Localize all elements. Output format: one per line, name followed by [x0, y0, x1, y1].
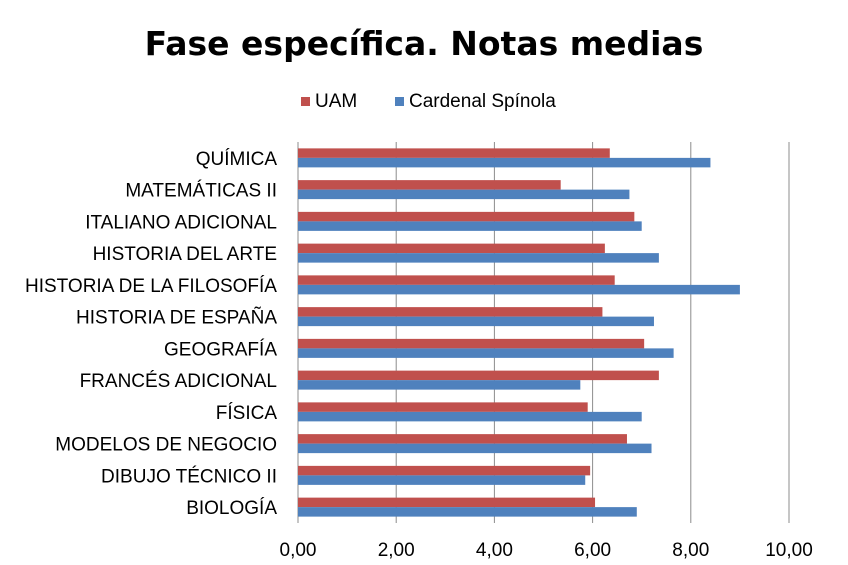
bar-cardenal-spinola [298, 507, 637, 517]
bar-cardenal-spinola [298, 253, 659, 263]
bar-uam [298, 338, 645, 349]
chart-title: Fase específica. Notas medias [145, 24, 704, 63]
legend: UAM Cardenal Spínola [301, 91, 556, 112]
category-label: MODELOS DE NEGOCIO [55, 435, 277, 456]
x-tick-label: 4,00 [476, 540, 513, 561]
bar-cardenal-spinola [298, 157, 711, 168]
category-label: BIOLOGÍA [186, 498, 277, 519]
category-label: FÍSICA [216, 403, 278, 424]
bar-uam [298, 148, 610, 158]
bar-cardenal-spinola [298, 189, 630, 200]
bar-cardenal-spinola [298, 348, 674, 358]
bar-uam [298, 402, 588, 412]
bar-uam [298, 211, 635, 222]
category-label: FRANCÉS ADICIONAL [80, 371, 277, 392]
bar-uam [298, 180, 561, 190]
legend-swatch [301, 97, 310, 106]
bar-uam [298, 465, 591, 476]
bar-cardenal-spinola [298, 316, 654, 327]
x-tick-label: 6,00 [574, 540, 611, 561]
category-label: MATEMÁTICAS II [125, 181, 277, 202]
bar-cardenal-spinola [298, 221, 642, 231]
bars [298, 148, 740, 517]
category-label: ITALIANO ADICIONAL [85, 212, 277, 233]
bar-uam [298, 497, 596, 508]
x-tick-label: 10,00 [765, 540, 813, 561]
bar-uam [298, 243, 605, 254]
bar-uam [298, 275, 615, 285]
category-label: GEOGRAFÍA [164, 339, 277, 360]
x-tick-labels: 0,00 2,00 4,00 6,00 8,00 10,00 [280, 540, 813, 561]
category-label: QUÍMICA [196, 149, 278, 170]
x-tick-label: 2,00 [378, 540, 415, 561]
bar-uam [298, 434, 627, 444]
bar-cardenal-spinola [298, 411, 642, 422]
legend-label: UAM [315, 91, 357, 112]
bar-cardenal-spinola [298, 284, 740, 295]
category-label: HISTORIA DE ESPAÑA [76, 307, 277, 329]
bar-cardenal-spinola [298, 475, 586, 485]
x-tick-label: 0,00 [280, 540, 317, 561]
category-label: HISTORIA DEL ARTE [93, 244, 277, 265]
bar-uam [298, 370, 659, 381]
bar-uam [298, 307, 603, 317]
gridlines [297, 142, 790, 523]
bar-cardenal-spinola [298, 380, 581, 390]
category-labels: QUÍMICA MATEMÁTICAS II ITALIANO ADICIONAL H… [25, 149, 277, 519]
category-label: HISTORIA DE LA FILOSOFÍA [25, 276, 277, 297]
category-label: DIBUJO TÉCNICO II [101, 466, 277, 487]
x-tick-label: 8,00 [672, 540, 709, 561]
legend-label: Cardenal Spínola [409, 91, 556, 112]
legend-swatch [395, 97, 404, 106]
bar-cardenal-spinola [298, 443, 652, 454]
